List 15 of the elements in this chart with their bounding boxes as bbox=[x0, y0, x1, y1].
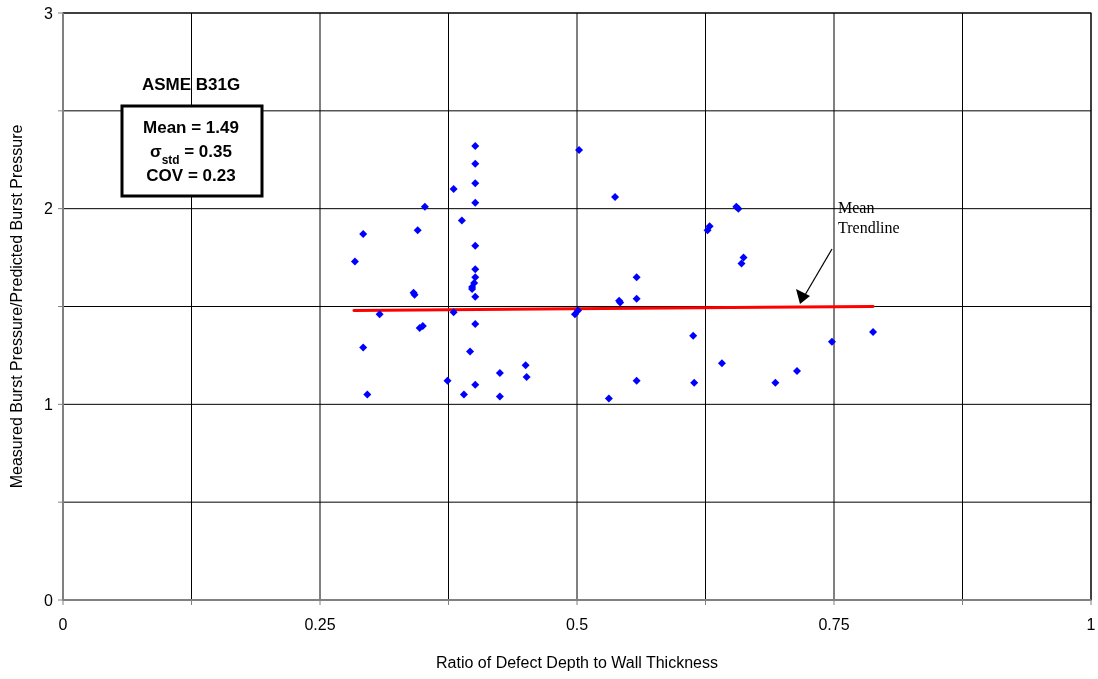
x-tick-label: 0.25 bbox=[304, 616, 336, 633]
x-tick-label: 0.5 bbox=[565, 616, 589, 633]
annotation: Mean = 1.49 bbox=[143, 118, 239, 137]
annotation: σ$_{std}$ = 0.35 bbox=[150, 142, 232, 167]
y-axis-title: Measured Burst Pressure/Predicted Burst Pressure bbox=[8, 124, 25, 489]
x-tick-label: 1 bbox=[1086, 616, 1096, 633]
y-tick-label: 2 bbox=[44, 200, 54, 218]
x-tick-label: 0.75 bbox=[818, 616, 850, 633]
y-tick-label: 0 bbox=[44, 591, 54, 609]
x-axis-title: Ratio of Defect Depth to Wall Thickness bbox=[436, 654, 718, 671]
annotation: ASME B31G bbox=[141, 75, 241, 94]
y-tick-label: 1 bbox=[44, 395, 54, 413]
annotation: COV = 0.23 bbox=[146, 166, 236, 185]
x-tick-label: 0 bbox=[58, 616, 68, 633]
y-tick-label: 3 bbox=[44, 4, 54, 22]
